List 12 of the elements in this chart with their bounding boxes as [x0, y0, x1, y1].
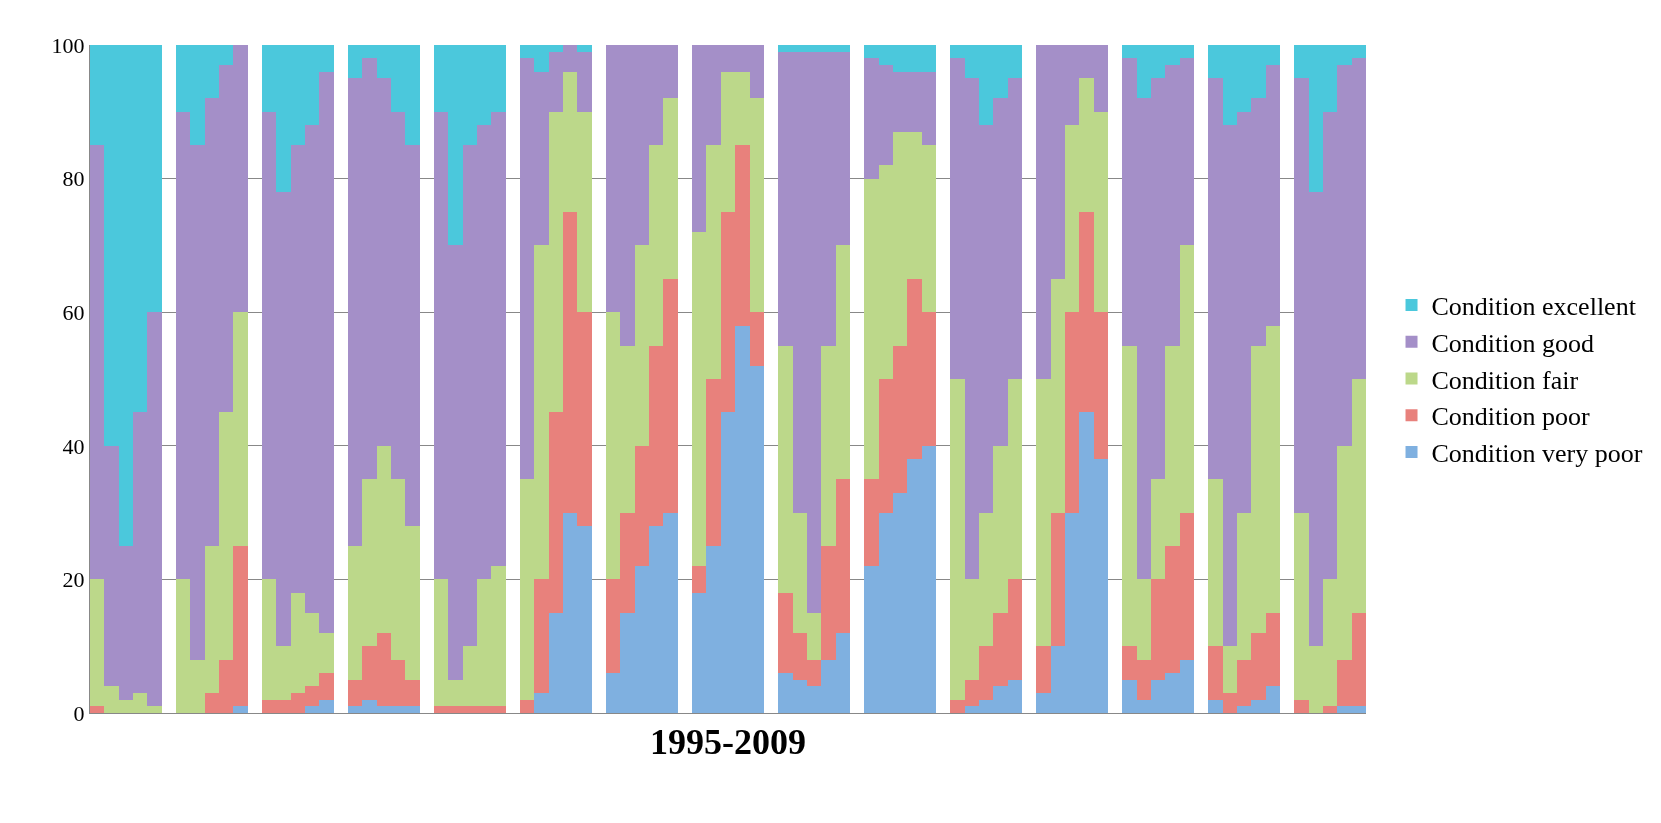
legend-label: Condition fair: [1431, 365, 1579, 395]
legend-label: Condition poor: [1431, 402, 1591, 432]
y-tick-label: 0: [73, 700, 85, 726]
legend-label: Condition excellent: [1431, 292, 1637, 322]
y-tick-label: 100: [51, 32, 85, 58]
legend-label: Condition good: [1431, 328, 1595, 358]
y-tick-label: 40: [62, 433, 85, 459]
y-tick-label: 20: [62, 567, 85, 593]
y-tick-label: 80: [62, 166, 85, 192]
y-tick-label: 60: [62, 299, 85, 325]
x-axis-title: 1995-2009: [650, 721, 806, 762]
legend-label: Condition very poor: [1431, 439, 1643, 469]
